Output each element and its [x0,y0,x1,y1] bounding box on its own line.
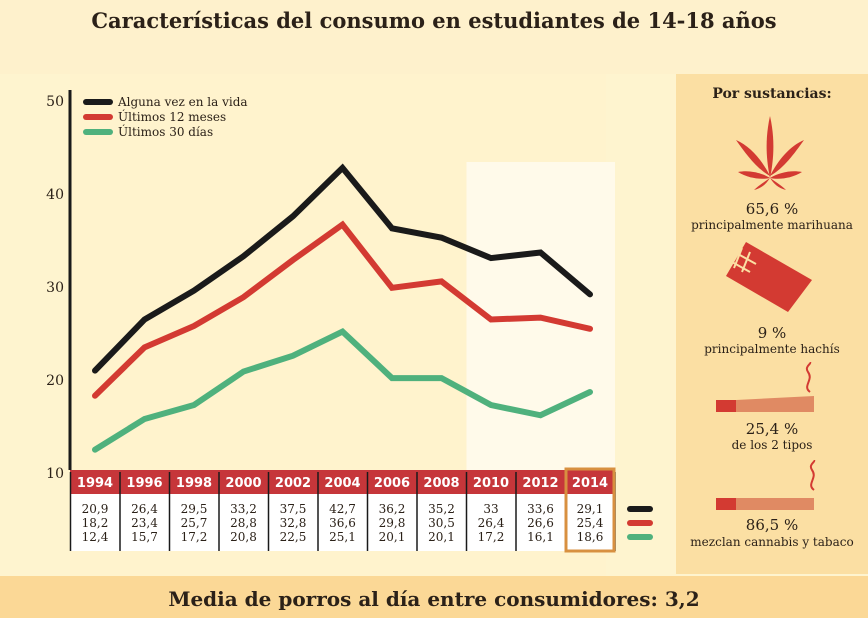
data-label: 22,5 [280,530,307,544]
y-tick-label: 50 [46,94,64,110]
data-label: 37,5 [280,502,307,516]
data-label: 15,7 [131,530,158,544]
highlight-year-border [564,467,616,553]
side-heading: Por sustancias: [712,86,832,102]
footer-band [0,576,868,618]
marijuana-leaf-icon [736,116,804,190]
year-label: 1994 [77,476,113,491]
data-label: 26,6 [527,516,554,530]
series-line [92,327,593,453]
side-value-2: 9 % [757,324,787,342]
legend-label: Alguna vez en la vida [117,95,248,109]
y-tick-label: 10 [46,466,64,482]
data-label: 20,8 [230,530,257,544]
year-label: 2000 [225,476,261,491]
data-label: 33,2 [230,502,257,516]
data-label: 17,2 [478,530,505,544]
data-label: 16,1 [527,530,554,544]
side-value-3: 25,4 % [745,420,799,438]
data-label: 42,7 [329,502,356,516]
cigarette-icon [716,460,816,510]
y-tick-label: 40 [46,187,64,203]
data-label: 26,4 [131,502,158,516]
year-label: 1998 [176,476,212,491]
side-label-3: de los 2 tipos [731,438,813,452]
data-label: 18,2 [82,516,109,530]
data-label: 25,1 [329,530,356,544]
data-label: 25,7 [181,516,208,530]
y-tick-label: 20 [46,373,64,389]
data-label: 20,9 [82,502,109,516]
year-label: 1996 [126,476,162,491]
data-label: 33,6 [527,502,554,516]
joint-icon [716,362,814,412]
values-table [70,494,615,551]
year-label: 2012 [522,476,558,491]
data-label: 36,2 [379,502,406,516]
footer-text: Media de porros al día entre consumidore… [168,587,700,611]
year-label: 2004 [324,476,360,491]
data-label: 17,2 [181,530,208,544]
side-value-4: 86,5 % [745,516,799,534]
data-label: 20,1 [428,530,455,544]
data-label: 12,4 [82,530,109,544]
data-label: 29,5 [181,502,208,516]
year-label: 2008 [423,476,459,491]
series-line [92,220,593,399]
data-label: 33 [483,502,498,516]
title-band [0,0,868,74]
side-label-2: principalmente hachís [704,342,840,356]
data-label: 25,4 [577,516,604,530]
year-label: 2014 [572,476,608,491]
data-label: 20,1 [379,530,406,544]
side-label-4: mezclan cannabis y tabaco [690,535,854,549]
line-chart: 10 20 30 40 50 1994 1996 1998 2000 2002 2004 2006 20… [46,74,653,576]
chart-title: Características del consumo en estudiant… [91,8,777,33]
data-label: 29,8 [379,516,406,530]
data-label: 32,8 [280,516,307,530]
year-label: 2002 [275,476,311,491]
series-line [92,163,593,374]
y-tick-label: 30 [46,280,64,296]
year-label: 2006 [374,476,410,491]
legend-label: Últimos 30 días [118,123,213,139]
side-value-1: 65,6 % [745,200,799,218]
data-label: 23,4 [131,516,158,530]
data-label: 36,6 [329,516,356,530]
data-label: 35,2 [428,502,455,516]
data-label: 26,4 [478,516,505,530]
data-label: 18,6 [577,530,604,544]
side-label-1: principalmente marihuana [691,218,853,232]
hashish-block-icon [726,242,812,312]
data-label: 28,8 [230,516,257,530]
year-label: 2010 [473,476,509,491]
year-header-row [70,470,615,494]
data-label: 30,5 [428,516,455,530]
legend-label: Últimos 12 meses [118,108,226,124]
data-label: 29,1 [577,502,604,516]
